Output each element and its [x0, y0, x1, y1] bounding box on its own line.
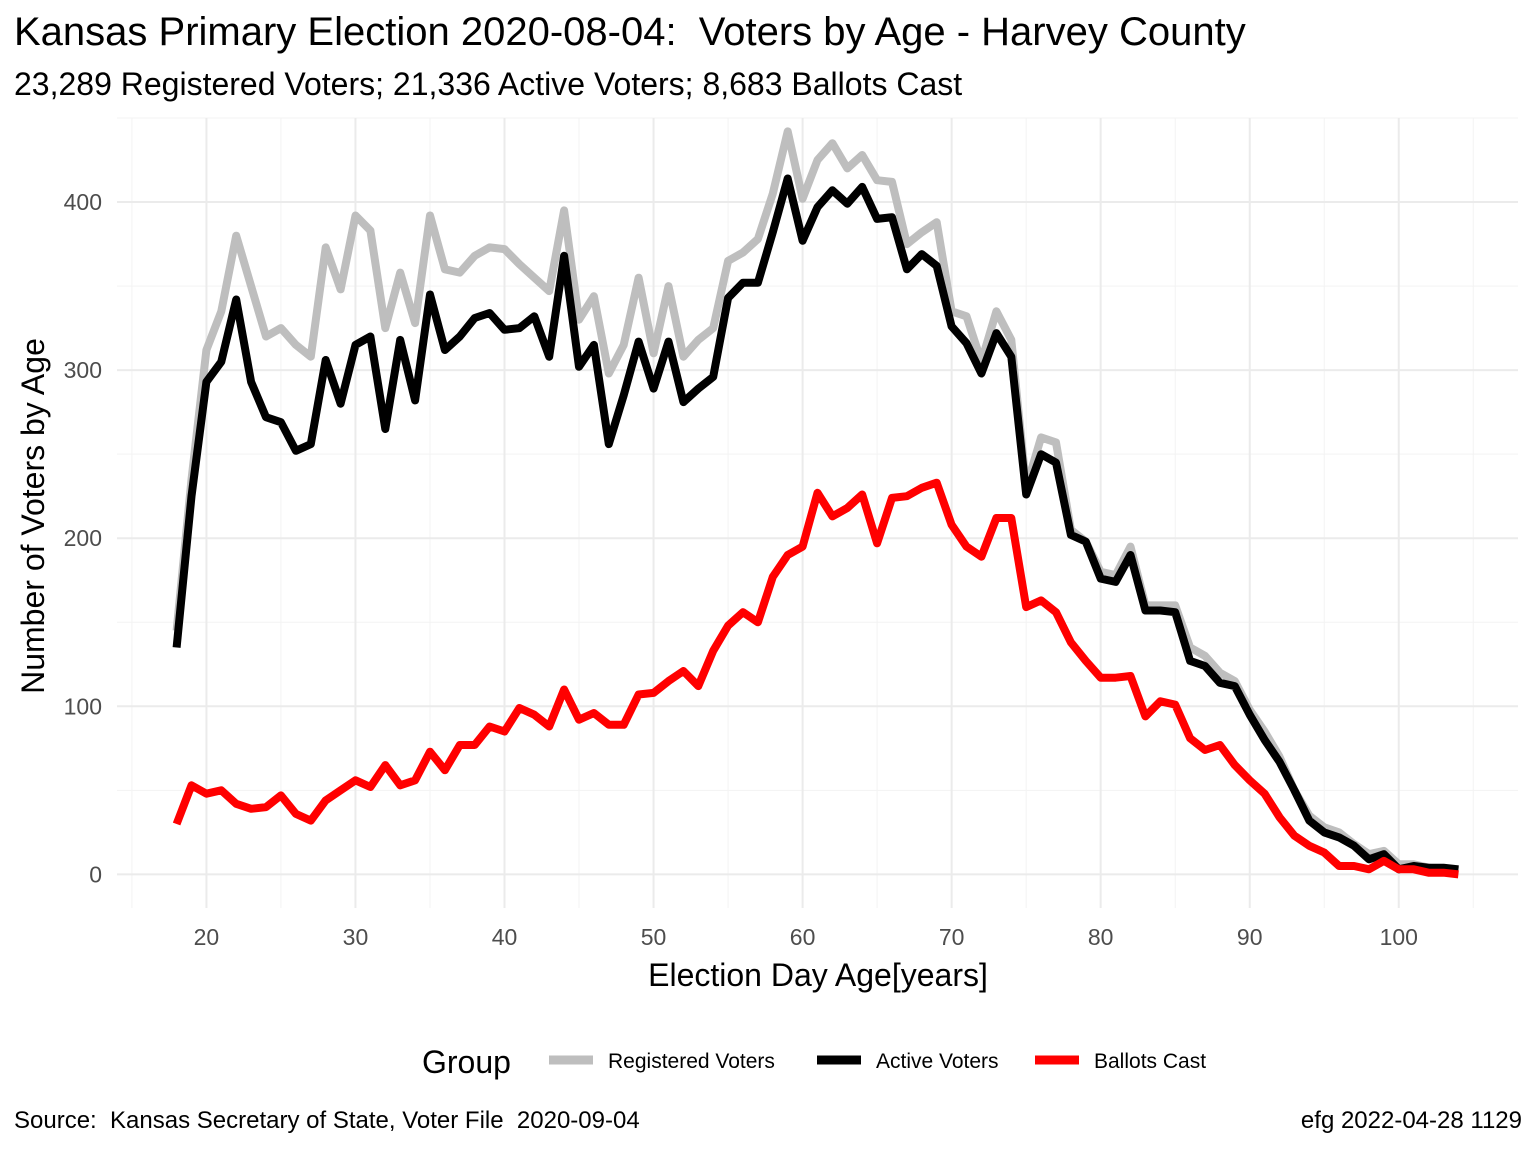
chart-title: Kansas Primary Election 2020-08-04: Vote… [14, 10, 1246, 54]
y-tick-labels: 0 100 200 300 400 [64, 189, 102, 887]
y-tick-label: 400 [64, 189, 102, 215]
x-tick-label: 50 [641, 924, 667, 950]
y-tick-label: 200 [64, 525, 102, 551]
chart-subtitle: 23,289 Registered Voters; 21,336 Active … [14, 66, 963, 102]
legend-title: Group [422, 1044, 511, 1080]
y-axis-label: Number of Voters by Age [15, 338, 51, 694]
legend: Group Registered Voters Active Voters Ball… [422, 1044, 1206, 1080]
x-tick-label: 30 [343, 924, 369, 950]
x-tick-label: 20 [194, 924, 220, 950]
x-tick-label: 60 [790, 924, 816, 950]
y-tick-label: 100 [64, 693, 102, 719]
credit-caption: efg 2022-04-28 1129 [1300, 1107, 1522, 1134]
series-lines [172, 127, 1459, 879]
grid-lines [117, 117, 1518, 908]
x-tick-labels: 20 30 40 50 60 70 80 90 100 [194, 924, 1418, 950]
x-tick-label: 100 [1380, 924, 1418, 950]
series-line-active-voters [172, 174, 1459, 874]
source-caption: Source: Kansas Secretary of State, Voter… [14, 1107, 640, 1134]
y-tick-label: 300 [64, 357, 102, 383]
legend-label: Ballots Cast [1094, 1050, 1206, 1073]
x-tick-label: 40 [492, 924, 518, 950]
y-tick-label: 0 [89, 861, 102, 887]
series-line-ballots-cast [172, 478, 1459, 879]
legend-label: Active Voters [876, 1050, 999, 1073]
x-tick-label: 70 [939, 924, 965, 950]
legend-label: Registered Voters [608, 1050, 775, 1073]
x-tick-label: 90 [1237, 924, 1263, 950]
x-axis-label: Election Day Age[years] [648, 957, 988, 993]
x-tick-label: 80 [1088, 924, 1114, 950]
